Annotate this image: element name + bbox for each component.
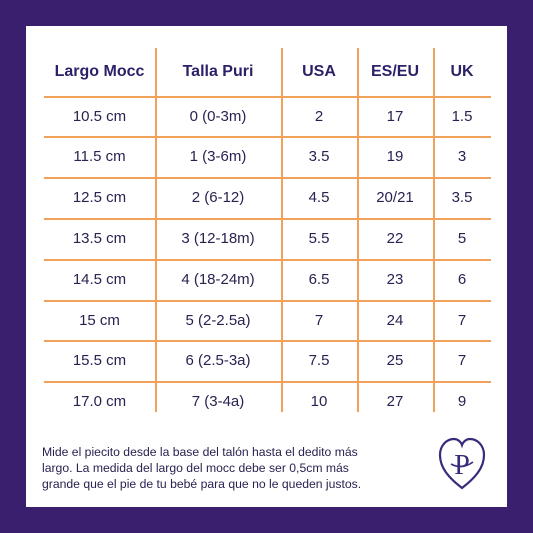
table-cell: 3 bbox=[457, 148, 467, 165]
note-line: Mide el piecito desde la base del talón … bbox=[42, 445, 358, 459]
table-cell: 25 bbox=[386, 352, 404, 369]
table-cell: 9 bbox=[457, 393, 467, 410]
row-divider bbox=[44, 300, 491, 302]
table-cell: 5 (2-2.5a) bbox=[185, 311, 251, 329]
table-cell: 15 cm bbox=[79, 311, 120, 329]
column-divider bbox=[155, 48, 157, 412]
table-cell: 0 (0-3m) bbox=[189, 107, 247, 125]
table-cell: 6 bbox=[457, 271, 467, 288]
table-cell: 6.5 bbox=[308, 271, 330, 288]
column-header: Talla Puri bbox=[182, 63, 254, 80]
table-cell: 7.5 bbox=[308, 352, 330, 369]
table-cell: 13.5 cm bbox=[72, 230, 127, 247]
measurement-note: Mide el piecito desde la base del talón … bbox=[42, 444, 432, 492]
table-cell: 15.5 cm bbox=[72, 352, 127, 369]
table-cell: 20/21 bbox=[376, 189, 414, 206]
table-cell: 5.5 bbox=[308, 230, 330, 247]
note-line: grande que el pie de tu bebé para que no… bbox=[42, 477, 362, 491]
table-cell: 7 bbox=[314, 311, 324, 329]
table-cell: 10 bbox=[310, 393, 328, 410]
note-line: largo. La medida del largo del mocc debe… bbox=[42, 461, 349, 475]
table-cell: 4.5 bbox=[308, 189, 330, 206]
table-cell: 11.5 cm bbox=[73, 148, 126, 165]
table-cell: 2 bbox=[314, 107, 324, 125]
row-divider bbox=[44, 259, 491, 261]
table-cell: 24 bbox=[386, 311, 404, 329]
column-header: USA bbox=[302, 63, 336, 80]
table-cell: 7 bbox=[457, 352, 467, 369]
table-cell: 14.5 cm bbox=[72, 271, 127, 288]
logo-letter: P bbox=[454, 450, 470, 481]
row-divider bbox=[44, 340, 491, 342]
table-cell: 2 (6-12) bbox=[191, 189, 245, 206]
column-header: UK bbox=[450, 63, 474, 80]
column-header: ES/EU bbox=[370, 63, 419, 80]
table-cell: 17.0 cm bbox=[72, 393, 127, 410]
size-chart-card: Largo Mocc Talla Puri USA ES/EU UK 10.5 cm 0 (… bbox=[26, 26, 507, 507]
row-divider bbox=[44, 381, 491, 383]
table-cell: 7 (3-4a) bbox=[191, 393, 245, 410]
table-cell: 4 (18-24m) bbox=[181, 271, 255, 288]
row-divider bbox=[44, 96, 491, 98]
column-header: Largo Mocc bbox=[54, 63, 145, 80]
heart-logo-icon: P bbox=[437, 436, 487, 492]
table-cell: 1 (3-6m) bbox=[189, 148, 247, 165]
table-cell: 3.5 bbox=[308, 148, 330, 165]
table-cell: 22 bbox=[386, 230, 404, 247]
column-divider bbox=[357, 48, 359, 412]
row-divider bbox=[44, 218, 491, 220]
table-cell: 3 (12-18m) bbox=[181, 230, 255, 247]
size-table: Largo Mocc Talla Puri USA ES/EU UK 10.5 cm 0 (… bbox=[44, 48, 491, 446]
table-cell: 27 bbox=[386, 393, 404, 410]
column-divider bbox=[281, 48, 283, 412]
table-cell: 7 bbox=[457, 311, 467, 329]
row-divider bbox=[44, 136, 491, 138]
table-cell: 23 bbox=[386, 271, 404, 288]
row-divider bbox=[44, 177, 491, 179]
table-cell: 12.5 cm bbox=[72, 189, 127, 206]
table-cell: 10.5 cm bbox=[72, 107, 127, 125]
table-cell: 3.5 bbox=[451, 189, 473, 206]
column-divider bbox=[433, 48, 435, 412]
table-cell: 1.5 bbox=[451, 107, 473, 125]
table-cell: 17 bbox=[386, 107, 404, 125]
table-cell: 5 bbox=[457, 230, 467, 247]
table-cell: 19 bbox=[386, 148, 404, 165]
table-cell: 6 (2.5-3a) bbox=[185, 352, 251, 369]
